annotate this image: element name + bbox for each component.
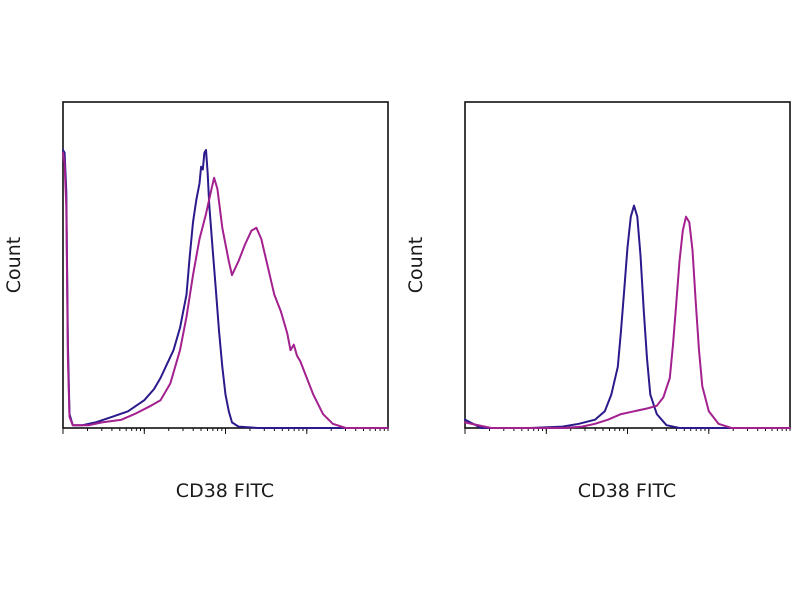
y-axis-label: Count bbox=[3, 237, 25, 293]
histogram-panel-right: CD38 FITC Count bbox=[405, 101, 791, 502]
series-lines bbox=[62, 149, 389, 429]
series-line-blue bbox=[464, 204, 791, 429]
y-axis-label: Count bbox=[405, 237, 427, 293]
series-line-blue bbox=[62, 149, 389, 429]
plot-frame bbox=[464, 101, 791, 429]
series-line-magenta bbox=[62, 151, 389, 429]
x-axis-ticks bbox=[62, 428, 389, 434]
plot-frame bbox=[62, 101, 389, 429]
x-axis-label: CD38 FITC bbox=[578, 480, 676, 502]
x-axis-label: CD38 FITC bbox=[176, 480, 274, 502]
series-lines bbox=[464, 204, 791, 429]
histogram-panel-left: CD38 FITC Count bbox=[3, 101, 389, 502]
series-line-magenta bbox=[464, 215, 791, 429]
